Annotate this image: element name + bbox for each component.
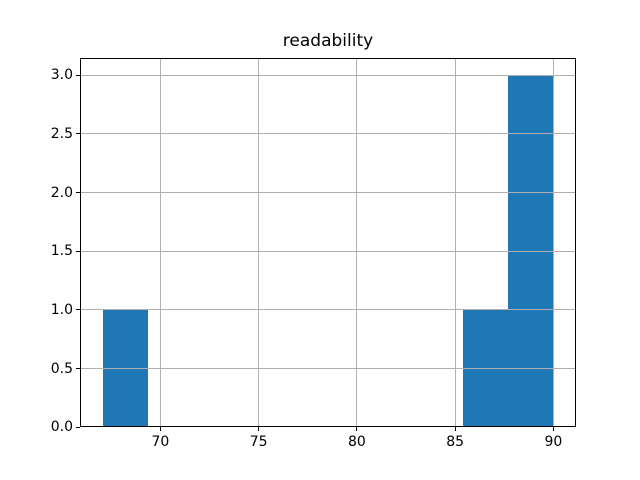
- gridline-horizontal: [80, 133, 576, 135]
- y-tick-mark: [76, 368, 80, 370]
- x-tick-mark: [454, 427, 456, 432]
- gridline-vertical: [159, 57, 161, 428]
- y-tick-label: 2.5: [50, 125, 73, 142]
- y-tick-mark: [76, 74, 80, 76]
- y-tick-label: 3.0: [50, 67, 73, 84]
- y-tick-label: 2.0: [50, 184, 73, 201]
- gridline-horizontal: [80, 309, 576, 311]
- gridline-horizontal: [80, 250, 576, 252]
- y-tick-mark: [76, 309, 80, 311]
- x-tick-mark: [159, 427, 161, 432]
- y-tick-mark: [76, 133, 80, 135]
- gridline-horizontal: [80, 192, 576, 194]
- x-tick-mark: [356, 427, 358, 432]
- chart-title: readability: [282, 31, 374, 51]
- x-tick-mark: [258, 427, 260, 432]
- gridline-vertical: [552, 57, 554, 428]
- gridline-vertical: [258, 57, 260, 428]
- x-tick-mark: [552, 427, 554, 432]
- y-tick-mark: [76, 250, 80, 252]
- y-tick-label: 1.0: [50, 301, 73, 318]
- x-tick-label: 75: [249, 434, 268, 451]
- y-tick-label: 0.0: [50, 419, 73, 436]
- y-tick-label: 1.5: [50, 243, 73, 260]
- gridline-horizontal: [80, 368, 576, 370]
- y-tick-label: 0.5: [50, 360, 73, 377]
- x-tick-label: 90: [544, 434, 563, 451]
- gridline-vertical: [454, 57, 456, 428]
- gridline-horizontal: [80, 74, 576, 76]
- x-tick-label: 80: [347, 434, 366, 451]
- y-tick-mark: [76, 426, 80, 428]
- y-tick-mark: [76, 192, 80, 194]
- gridline-vertical: [356, 57, 358, 428]
- plot-area: [80, 57, 576, 428]
- x-tick-label: 85: [446, 434, 465, 451]
- x-tick-label: 70: [151, 434, 170, 451]
